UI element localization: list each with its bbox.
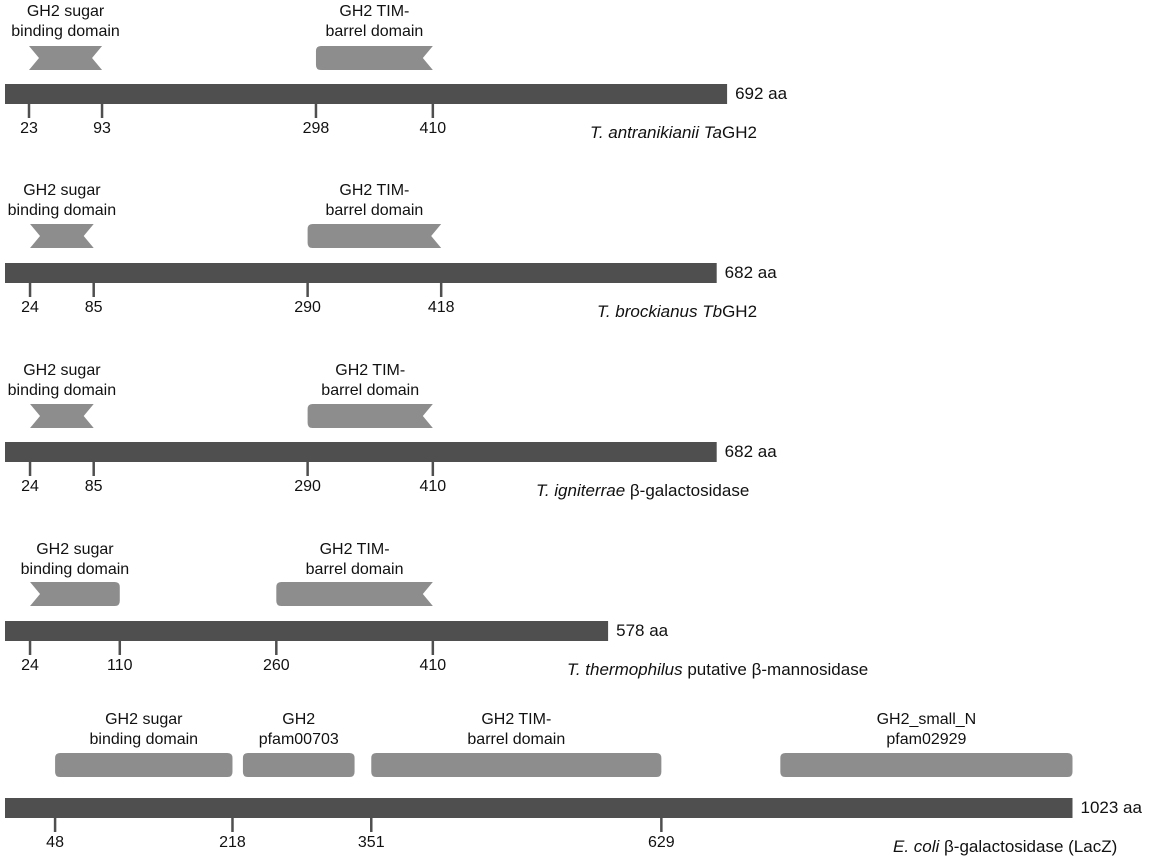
domain-shape-tigniterrae-1 (307, 404, 433, 428)
protein-bar-tthermophilus (5, 621, 609, 641)
species-italic: T. thermophilus (567, 660, 683, 679)
domain-label-lacz-3: GH2_small_N pfam02929 (836, 710, 1016, 750)
domain-label-line2: binding domain (7, 202, 117, 219)
domain-shape-lacz-0 (55, 753, 233, 777)
domain-label-line2: pfam02929 (886, 731, 967, 748)
domain-shape-tthermophilus-1 (276, 582, 433, 606)
tick-label: 351 (357, 834, 385, 851)
domain-shape-tagh2-0 (29, 46, 103, 70)
domain-label-line1: GH2 TIM- (339, 182, 410, 199)
domain-label-tbgh2-0: GH2 sugar binding domain (0, 181, 152, 221)
domain-label-line2: binding domain (20, 561, 130, 578)
protein-bar-tigniterrae (5, 442, 717, 462)
domain-label-line2: barrel domain (321, 382, 420, 399)
tick-label: 24 (21, 478, 39, 495)
species-name-tagh2: T. antranikianii TaGH2 (590, 123, 757, 143)
domain-label-line2: binding domain (11, 23, 120, 40)
domain-label-tagh2-1: GH2 TIM-barrel domain (284, 2, 464, 42)
tick-label: 85 (84, 478, 103, 495)
tick-label: 298 (302, 120, 330, 137)
domain-label-lacz-0: GH2 sugar binding domain (54, 710, 234, 750)
domain-label-tthermophilus-0: GH2 sugar binding domain (0, 540, 165, 580)
species-suffix: GH2 (722, 302, 758, 321)
tick-label: 93 (93, 120, 111, 137)
domain-label-lacz-1: GH2 pfam00703 (209, 710, 389, 750)
length-label-lacz: 1023 aa (1080, 798, 1142, 817)
length-label-tagh2: 692 aa (735, 84, 788, 103)
species-name-lacz: E. coli β-galactosidase (LacZ) (893, 837, 1117, 857)
tick-label: 218 (219, 834, 246, 851)
domain-label-line2: barrel domain (325, 202, 424, 219)
species-name-tthermophilus: T. thermophilus putative β-mannosidase (567, 660, 868, 680)
protein-bar-tagh2 (5, 84, 728, 104)
domain-label-line1: GH2 (282, 711, 316, 728)
species-italic: E. coli (893, 837, 940, 856)
domain-label-line2: binding domain (7, 382, 117, 399)
domain-label-tigniterrae-0: GH2 sugar binding domain (0, 361, 152, 401)
domain-label-tbgh2-1: GH2 TIM-barrel domain (284, 181, 464, 221)
species-name-tigniterrae: T. igniterrae β-galactosidase (536, 481, 749, 501)
domain-label-line1: GH2 TIM- (319, 541, 390, 558)
domain-label-line1: GH2 sugar (23, 182, 101, 199)
tick-label: 290 (294, 299, 321, 316)
species-suffix: β-galactosidase (625, 481, 750, 500)
domain-label-line2: pfam00703 (258, 731, 339, 748)
length-label-tthermophilus: 578 aa (616, 621, 669, 640)
species-italic: T. igniterrae (536, 481, 626, 500)
protein-bar-tbgh2 (5, 263, 717, 283)
domain-shape-lacz-3 (780, 753, 1073, 777)
domain-label-line1: GH2 sugar (105, 711, 183, 728)
domain-shape-tbgh2-1 (307, 224, 442, 248)
tick-label: 23 (20, 120, 38, 137)
tick-label: 24 (21, 299, 39, 316)
species-prefix-italic: Tb (702, 302, 723, 321)
tick-label: 629 (648, 834, 675, 851)
domain-label-line1: GH2 sugar (23, 362, 101, 379)
domain-shape-tigniterrae-0 (30, 404, 94, 428)
species-italic: T. brockianus (597, 302, 703, 321)
domain-label-line1: GH2 TIM- (335, 362, 406, 379)
domain-label-line1: GH2 TIM- (339, 3, 410, 20)
tick-label: 24 (21, 657, 39, 674)
domain-shape-lacz-1 (242, 753, 355, 777)
tick-label: 48 (46, 834, 64, 851)
species-suffix: β-galactosidase (LacZ) (939, 837, 1118, 856)
domain-label-lacz-2: GH2 TIM-barrel domain (426, 710, 606, 750)
tick-label: 260 (262, 657, 290, 674)
protein-bar-lacz (5, 798, 1073, 818)
domain-label-line2: barrel domain (325, 23, 424, 40)
species-suffix: GH2 (722, 123, 757, 142)
tick-label: 410 (419, 478, 447, 495)
tick-label: 418 (427, 299, 455, 316)
species-suffix: putative β-mannosidase (682, 660, 869, 679)
domain-shape-tbgh2-0 (30, 224, 94, 248)
domain-label-line1: GH2 sugar (36, 541, 114, 558)
domain-shape-lacz-2 (371, 753, 662, 777)
length-label-tigniterrae: 682 aa (724, 442, 777, 461)
tick-label: 110 (107, 657, 133, 674)
length-label-tbgh2: 682 aa (724, 263, 777, 282)
domain-label-tagh2-0: GH2 sugar binding domain (0, 2, 156, 42)
tick-label: 410 (419, 120, 447, 137)
domain-label-tigniterrae-1: GH2 TIM-barrel domain (280, 361, 460, 401)
tick-label: 85 (84, 299, 103, 316)
species-italic: T. antranikianii (590, 123, 704, 142)
domain-label-tthermophilus-1: GH2 TIM-barrel domain (265, 540, 445, 580)
domain-shape-tthermophilus-0 (30, 582, 120, 606)
tick-label: 410 (419, 657, 447, 674)
domain-label-line2: barrel domain (305, 561, 404, 578)
domain-label-line2: barrel domain (467, 731, 566, 748)
domain-label-line2: binding domain (89, 731, 199, 748)
species-prefix-italic: Ta (703, 123, 722, 142)
domain-shape-tagh2-1 (315, 46, 433, 70)
domain-label-line1: GH2 sugar (26, 3, 105, 20)
species-name-tbgh2: T. brockianus TbGH2 (597, 302, 757, 322)
tick-label: 290 (294, 478, 321, 495)
domain-label-line1: GH2_small_N (876, 711, 977, 728)
domain-label-line1: GH2 TIM- (481, 711, 552, 728)
